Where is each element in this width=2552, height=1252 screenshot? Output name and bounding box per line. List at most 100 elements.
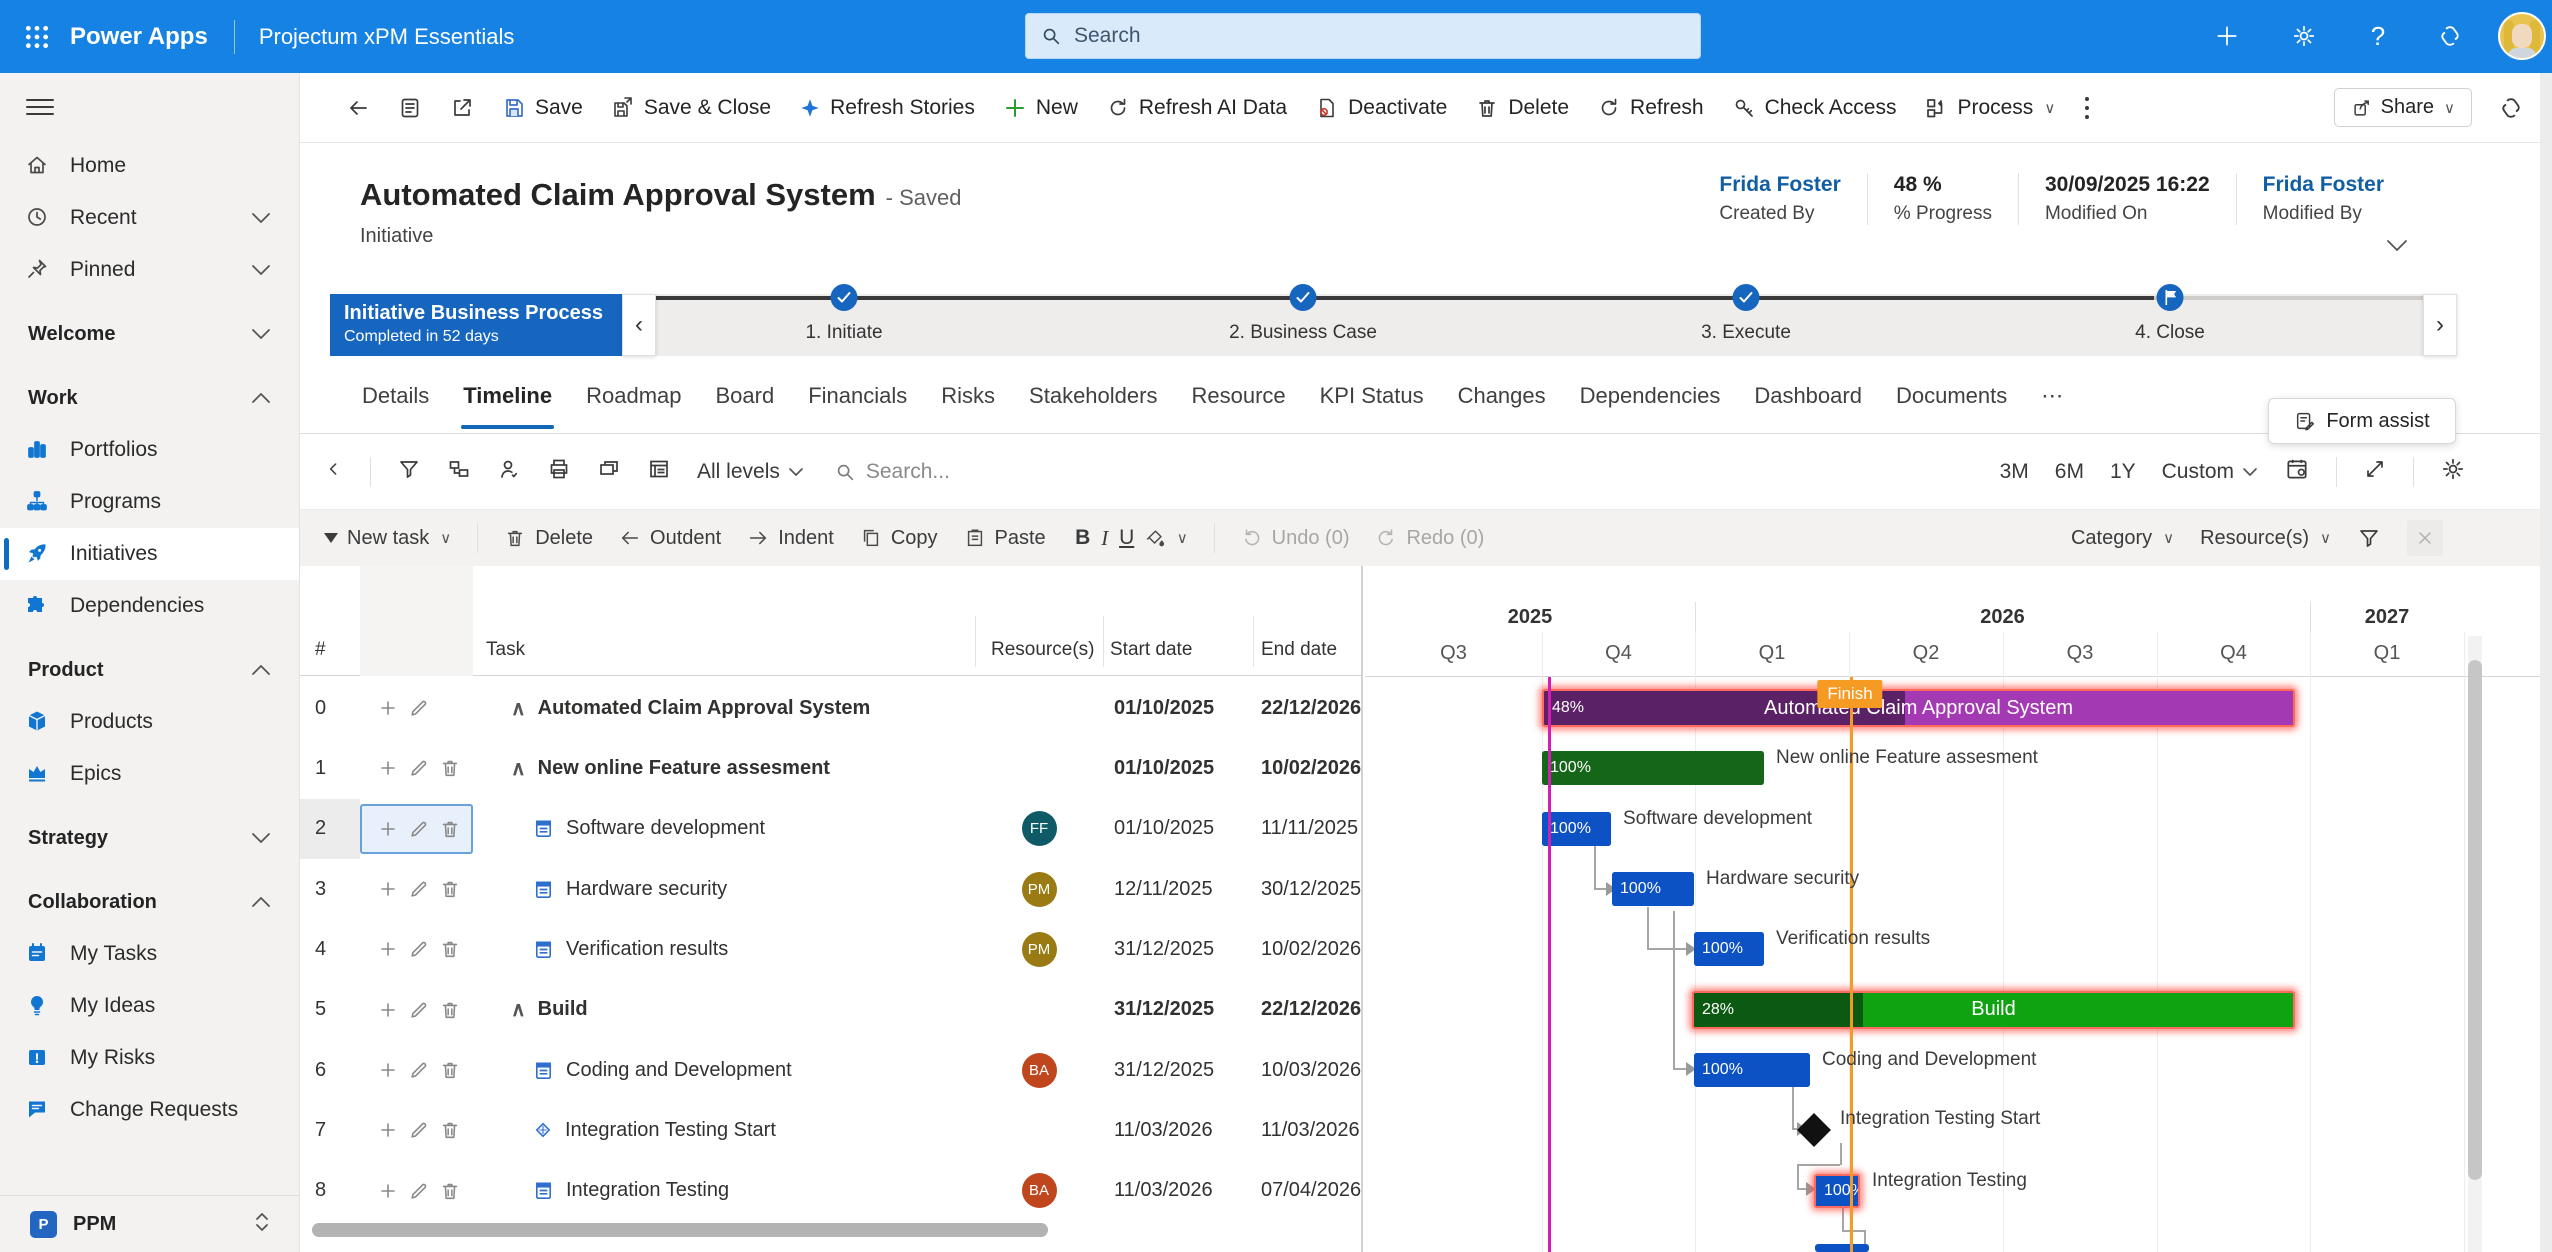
collapse-chevron-icon[interactable]: ∧ xyxy=(511,697,526,720)
bpf-prev-button[interactable]: ‹ xyxy=(622,294,656,356)
start-date[interactable]: 31/12/2025 xyxy=(1114,937,1215,960)
popout-button[interactable] xyxy=(450,96,474,120)
start-date[interactable]: 11/03/2026 xyxy=(1114,1118,1213,1141)
gantt-bar[interactable]: 100% xyxy=(1694,932,1764,967)
resource-avatar[interactable]: PM xyxy=(1021,931,1057,967)
row-resources[interactable] xyxy=(975,678,1103,738)
check-access-button[interactable]: Check Access xyxy=(1732,96,1896,120)
row-edit-icon[interactable] xyxy=(408,817,430,841)
header-collapse-icon[interactable] xyxy=(2386,239,2408,258)
gantt-bar[interactable]: 100% xyxy=(1694,1052,1810,1087)
vertical-scrollbar[interactable] xyxy=(2468,660,2482,1180)
copilot-icon[interactable] xyxy=(2428,14,2472,58)
row-edit-icon[interactable] xyxy=(408,937,430,961)
global-search-input[interactable] xyxy=(1074,24,1634,48)
new-task-button[interactable]: New task ∨ xyxy=(324,527,451,550)
table-row[interactable]: 4 Verification results PM 31/12/2025 10/… xyxy=(300,919,1361,979)
sidebar-item-my-tasks[interactable]: My Tasks xyxy=(0,928,299,980)
resource-avatar[interactable]: PM xyxy=(1021,871,1057,907)
indent-button[interactable]: Indent xyxy=(747,527,834,550)
table-row[interactable]: 5 ∧ Build 31/12/2025 22/12/2026 xyxy=(300,980,1361,1040)
highlight-color-button[interactable]: ∨ xyxy=(1144,527,1188,549)
sidebar-group-welcome[interactable]: Welcome xyxy=(0,308,299,360)
gantt-bar[interactable]: 100% xyxy=(1814,1173,1860,1208)
resource-avatar[interactable]: FF xyxy=(1021,811,1057,847)
row-resources[interactable] xyxy=(975,980,1103,1040)
gantt-bar[interactable]: 100% xyxy=(1612,871,1694,906)
header-field-modified-by[interactable]: Frida Foster Modified By xyxy=(2235,173,2410,225)
row-delete-icon[interactable] xyxy=(439,998,461,1022)
table-row[interactable]: 2 Software development FF 01/10/2025 11/… xyxy=(300,798,1361,859)
bpf-stage-3-execute[interactable] xyxy=(1732,284,1760,311)
environment-name[interactable]: Projectum xPM Essentials xyxy=(258,23,515,49)
row-add-icon[interactable] xyxy=(377,817,399,841)
app-name[interactable]: Power Apps xyxy=(70,22,208,50)
row-delete-icon[interactable] xyxy=(439,1058,461,1082)
bpf-stage-label[interactable]: 2. Business Case xyxy=(1229,322,1377,343)
task-name[interactable]: New online Feature assesment xyxy=(537,756,830,779)
details-view-icon[interactable] xyxy=(647,457,671,486)
row-edit-icon[interactable] xyxy=(408,1179,430,1203)
row-edit-icon[interactable] xyxy=(408,877,430,901)
row-delete-icon[interactable] xyxy=(439,937,461,961)
row-add-icon[interactable] xyxy=(377,937,399,961)
end-date[interactable]: 11/11/2025 xyxy=(1261,817,1359,840)
bpf-stage-label[interactable]: 3. Execute xyxy=(1701,322,1791,343)
row-edit-icon[interactable] xyxy=(408,1058,430,1082)
row-delete-icon[interactable] xyxy=(439,1118,461,1142)
gantt-bar[interactable]: 48% Automated Claim Approval System xyxy=(1542,689,2295,727)
sidebar-item-home[interactable]: Home xyxy=(0,140,299,192)
start-date[interactable]: 11/03/2026 xyxy=(1114,1179,1213,1202)
row-resources[interactable]: BA xyxy=(975,1040,1103,1100)
tab-resource[interactable]: Resource xyxy=(1191,382,1286,408)
row-delete-icon[interactable] xyxy=(439,817,461,841)
back-button[interactable] xyxy=(346,96,370,120)
tab-financials[interactable]: Financials xyxy=(808,382,908,408)
bpf-next-button[interactable]: › xyxy=(2423,294,2457,356)
resource-avatar[interactable]: BA xyxy=(1021,1173,1057,1209)
table-row[interactable]: 6 Coding and Development BA 31/12/2025 1… xyxy=(300,1040,1361,1100)
deactivate-button[interactable]: Deactivate xyxy=(1315,96,1447,120)
range-custom-dropdown[interactable]: Custom xyxy=(2162,460,2258,484)
filter-icon[interactable] xyxy=(397,457,421,486)
range-6m-button[interactable]: 6M xyxy=(2054,459,2084,483)
header-field-value[interactable]: Frida Foster xyxy=(1719,173,1841,196)
sidebar-item-dependencies[interactable]: Dependencies xyxy=(0,580,299,632)
tab-documents[interactable]: Documents xyxy=(1895,382,2008,408)
bpf-stage-1-initiate[interactable] xyxy=(830,284,858,311)
table-row[interactable]: 3 Hardware security PM 12/11/2025 30/12/… xyxy=(300,859,1361,919)
row-resources[interactable]: PM xyxy=(975,859,1103,919)
row-add-icon[interactable] xyxy=(377,877,399,901)
tab-kpi-status[interactable]: KPI Status xyxy=(1319,382,1424,408)
resource-avatar[interactable]: BA xyxy=(1021,1052,1057,1088)
tab-stakeholders[interactable]: Stakeholders xyxy=(1029,382,1158,408)
bpf-stage-label[interactable]: 4. Close xyxy=(2135,322,2205,343)
row-delete-icon[interactable] xyxy=(439,756,461,780)
tab-board[interactable]: Board xyxy=(715,382,775,408)
bpf-stage-2-business-case[interactable] xyxy=(1289,284,1317,311)
row-resources[interactable]: BA xyxy=(975,1161,1103,1221)
row-add-icon[interactable] xyxy=(377,1058,399,1082)
end-date[interactable]: 11/03/2026 xyxy=(1261,1118,1360,1141)
sidebar-item-portfolios[interactable]: Portfolios xyxy=(0,424,299,476)
task-name[interactable]: Coding and Development xyxy=(566,1058,792,1081)
end-date[interactable]: 22/12/2026 xyxy=(1261,696,1362,719)
row-add-icon[interactable] xyxy=(377,756,399,780)
sidebar-item-change-requests[interactable]: Change Requests xyxy=(0,1084,299,1136)
end-date[interactable]: 22/12/2026 xyxy=(1261,998,1362,1021)
save-button[interactable]: Save xyxy=(502,96,583,120)
more-button[interactable] xyxy=(2083,95,2091,121)
row-add-icon[interactable] xyxy=(377,998,399,1022)
copy-button[interactable]: Copy xyxy=(860,527,938,550)
form-view-button[interactable] xyxy=(398,96,422,120)
start-date[interactable]: 12/11/2025 xyxy=(1114,877,1213,900)
collapse-panel-icon[interactable] xyxy=(324,457,344,486)
settings-gear-icon[interactable] xyxy=(2282,14,2326,58)
start-date[interactable]: 01/10/2025 xyxy=(1114,817,1215,840)
save-close-button[interactable]: Save & Close xyxy=(611,96,771,120)
tab-dependencies[interactable]: Dependencies xyxy=(1579,382,1721,408)
start-date[interactable]: 01/10/2025 xyxy=(1114,696,1215,719)
row-add-icon[interactable] xyxy=(377,1118,399,1142)
table-row[interactable]: 8 Integration Testing BA 11/03/2026 07/0… xyxy=(300,1161,1361,1221)
sidebar-item-epics[interactable]: Epics xyxy=(0,748,299,800)
